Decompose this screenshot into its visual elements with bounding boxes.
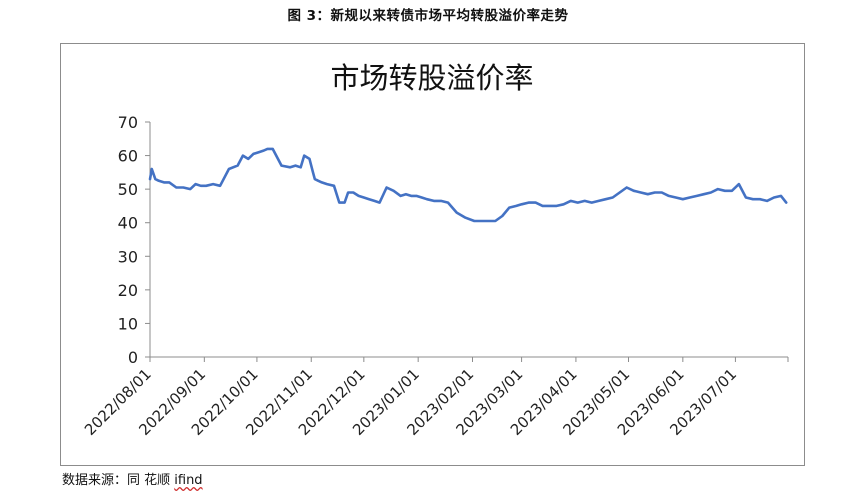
y-tick-label: 0 (128, 348, 138, 367)
line-chart: 市场转股溢价率 0 10 20 30 40 50 60 70 2022/08/012022/0… (81, 61, 789, 439)
source-prefix: 数据来源：同 花顺 (62, 473, 175, 488)
chart-frame: 市场转股溢价率 0 10 20 30 40 50 60 70 2022/08/01 2022/0… (60, 43, 805, 466)
series-layer (148, 147, 788, 223)
y-tick-label: 30 (118, 247, 138, 266)
source-brand: ifind (174, 473, 203, 488)
y-tick-label: 50 (118, 180, 138, 199)
y-tick-label: 40 (118, 214, 138, 233)
series-line (148, 147, 788, 223)
y-axis: 0 10 20 30 40 50 60 70 (118, 113, 151, 367)
x-axis: 2022/08/012022/09/012022/10/012022/11/01… (81, 356, 789, 439)
chart-title: 市场转股溢价率 (330, 61, 533, 95)
y-tick-label: 60 (118, 147, 138, 166)
y-tick-label: 20 (118, 281, 138, 300)
y-tick-label: 10 (118, 314, 138, 333)
figure-caption: 图 3：新规以来转债市场平均转股溢价率走势 (287, 8, 569, 24)
source-note: 数据来源：同 花顺 ifind (62, 469, 203, 488)
y-tick-label: 70 (118, 113, 138, 132)
